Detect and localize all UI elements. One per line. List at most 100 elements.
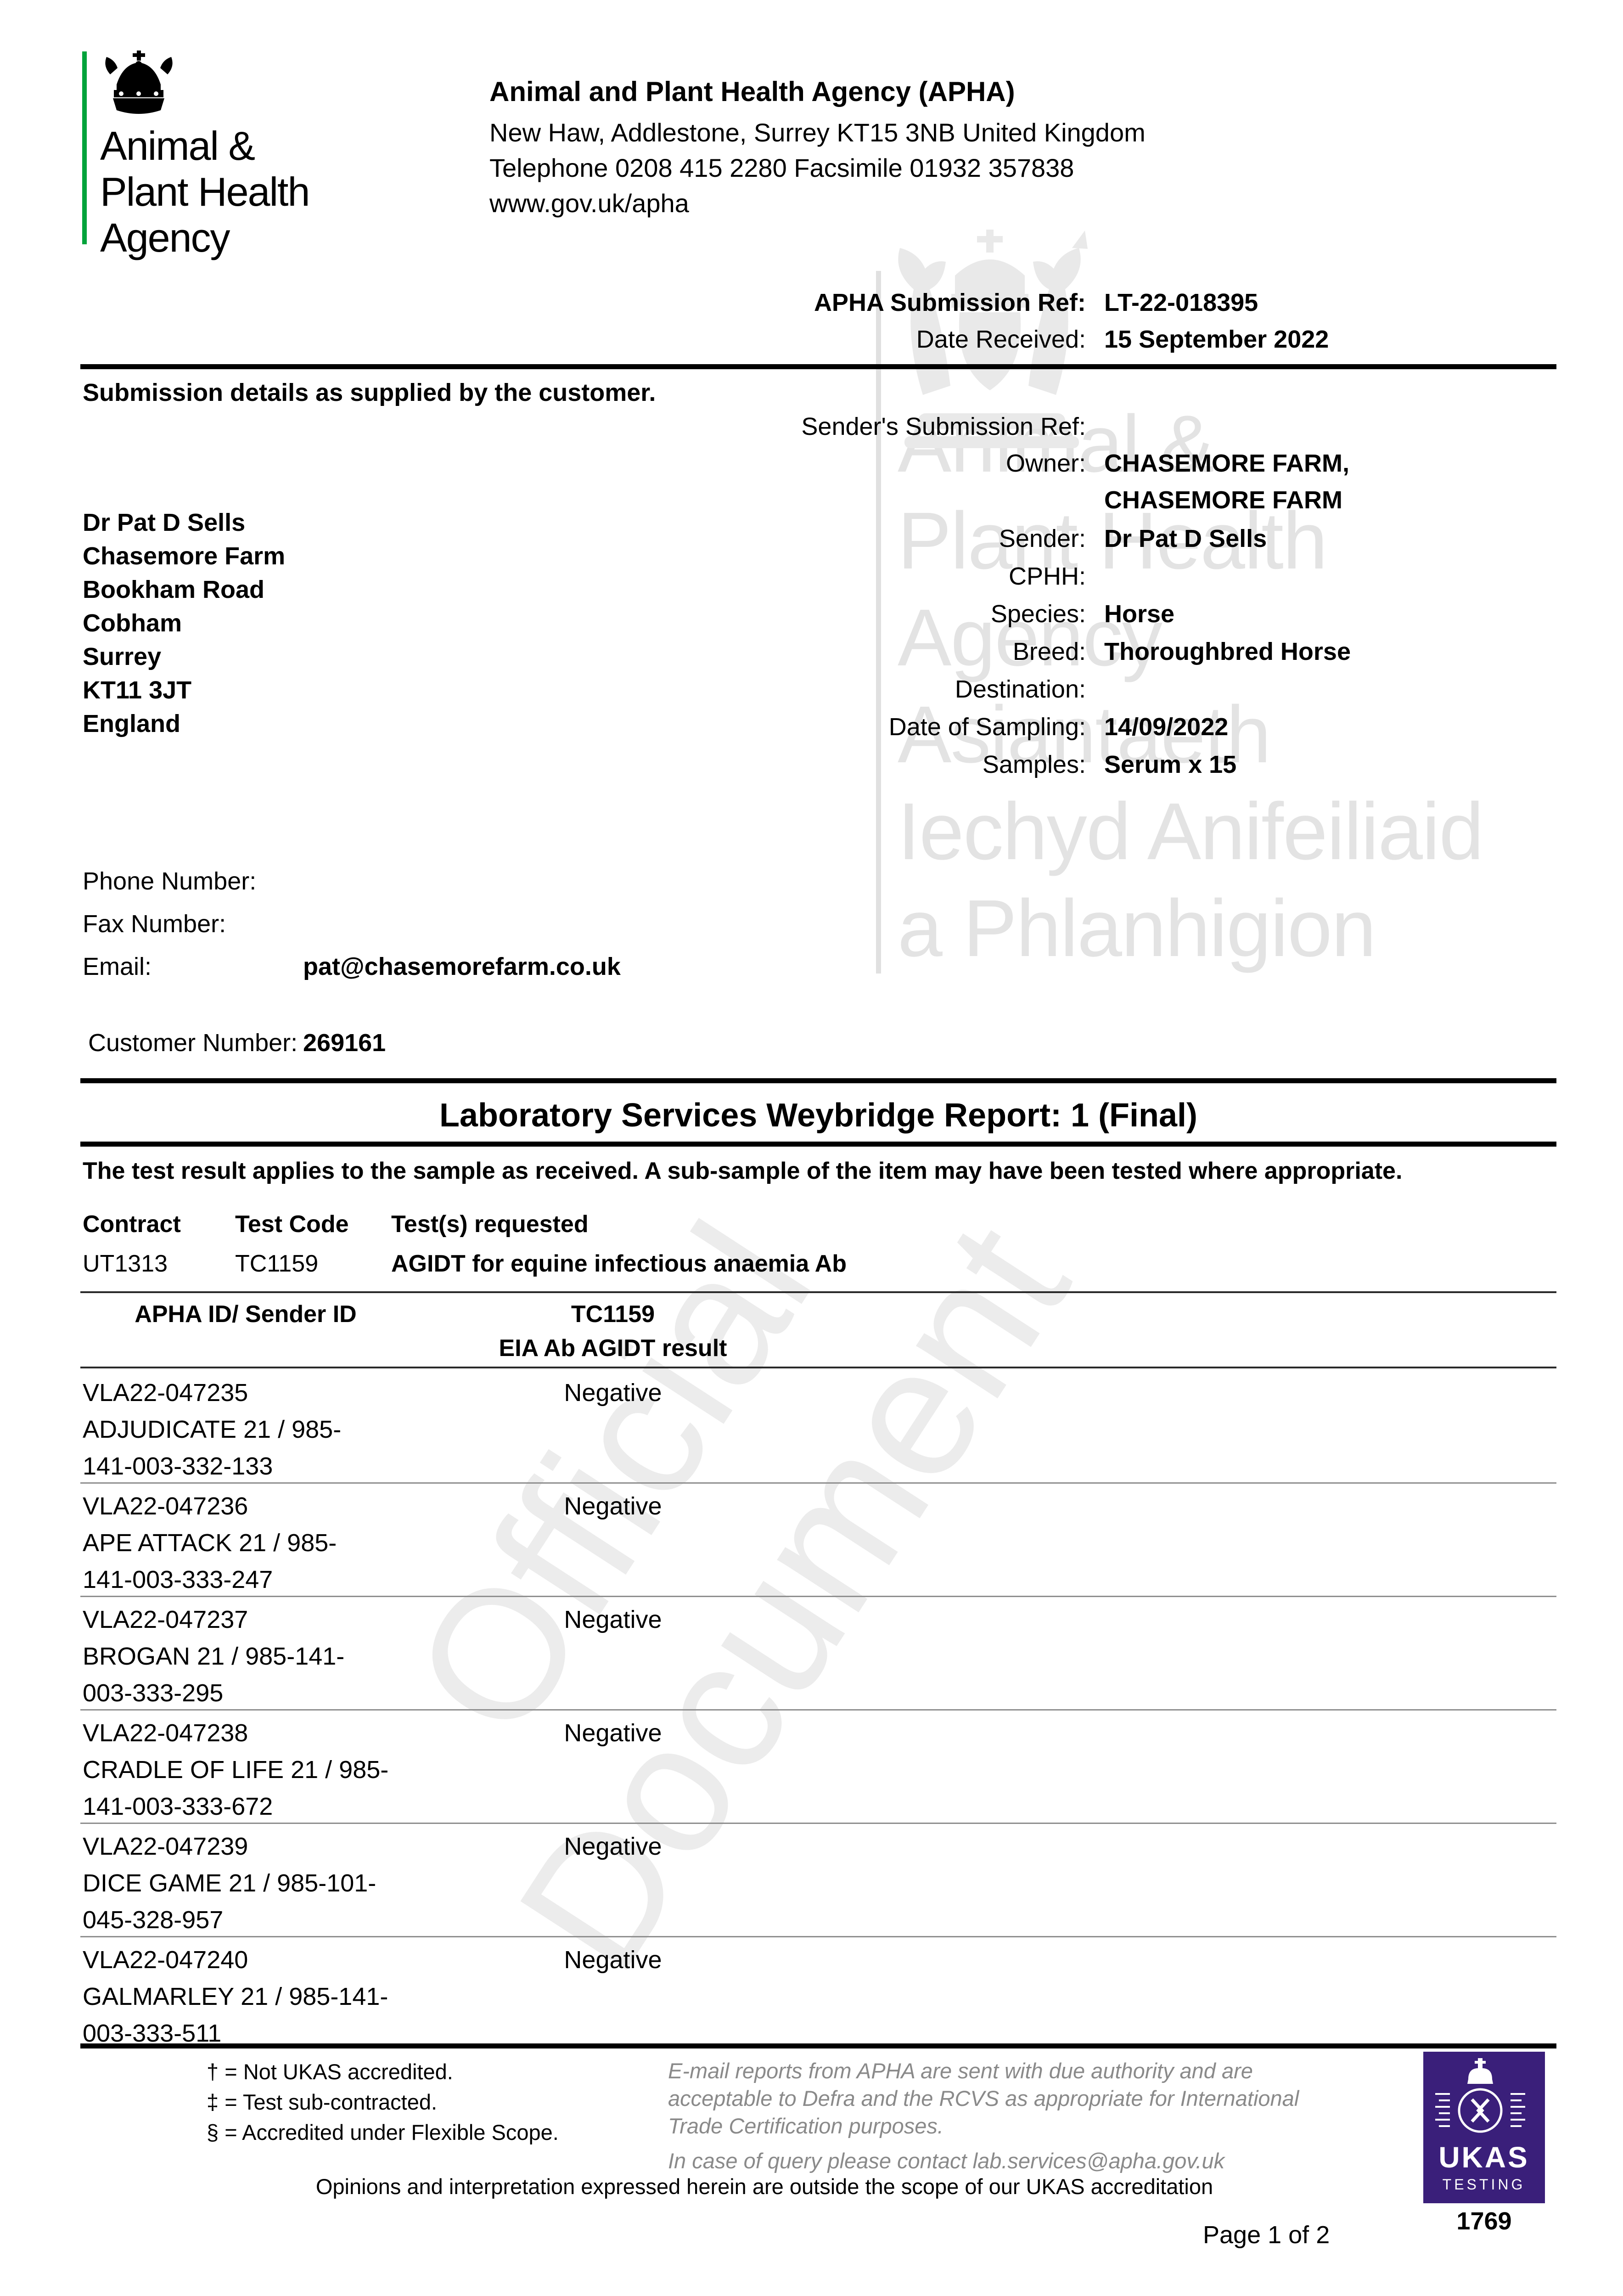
email-label: Email: [83,953,152,980]
table-row: VLA22-047238 Negative CRADLE OF LIFE 21 … [80,1711,1556,1824]
field-value-owner: CHASEMORE FARM, [1104,450,1350,477]
page-indicator: Page 1 of 2 [1203,2221,1330,2249]
watermark-line: Plant Health [898,496,1328,586]
watermark-line: Iechyd Anifeiliaid [898,787,1484,877]
testcode-col-header: Test Code [235,1211,349,1238]
animal-id-line: APE ATTACK 21 / 985- [83,1529,337,1557]
opinions-disclaimer: Opinions and interpretation expressed he… [315,2174,1213,2199]
email-value: pat@chasemorefarm.co.uk [303,953,621,980]
animal-id-line: 141-003-333-672 [83,1793,273,1820]
ukas-name: UKAS [1438,2141,1529,2174]
address-line: Chasemore Farm [83,542,286,570]
contract-value: UT1313 [83,1250,168,1277]
ukas-accreditation-number: 1769 [1456,2207,1512,2235]
table-row: VLA22-047239 Negative DICE GAME 21 / 985… [80,1824,1556,1937]
title-rule-top [80,1078,1556,1083]
agency-address: New Haw, Addlestone, Surrey KT15 3NB Uni… [489,118,1146,147]
results-col2-header-line2: EIA Ab AGIDT result [499,1335,727,1362]
field-label-senders-ref: Sender's Submission Ref: [801,413,1086,440]
footer-rule [80,2043,1556,2048]
legend-subcontracted: ‡ = Test sub-contracted. [207,2090,438,2114]
animal-id-line: 003-333-295 [83,1679,224,1707]
watermark-line: Agency [898,593,1162,683]
table-row: VLA22-047236 Negative APE ATTACK 21 / 98… [80,1484,1556,1597]
field-value-species: Horse [1104,600,1175,628]
field-label-species: Species: [990,600,1086,628]
animal-id-line: BROGAN 21 / 985-141- [83,1643,345,1670]
field-label-cphh: CPHH: [1008,563,1086,590]
animal-id-line: 045-328-957 [83,1906,224,1934]
result-scope-note: The test result applies to the sample as… [83,1158,1403,1184]
results-col2-header-line1: TC1159 [571,1301,655,1328]
ukas-type: TESTING [1443,2176,1526,2193]
phone-label: Phone Number: [83,867,257,895]
address-line: Surrey [83,643,162,670]
field-value-breed: Thoroughbred Horse [1104,638,1351,665]
animal-id-line: GALMARLEY 21 / 985-141- [83,1983,388,2010]
legend-not-ukas: † = Not UKAS accredited. [207,2060,453,2084]
animal-id-line: 141-003-333-247 [83,1566,273,1593]
results-table-header: APHA ID/ Sender ID TC1159 EIA Ab AGIDT r… [80,1291,1556,1368]
field-label-destination: Destination: [955,675,1086,703]
fax-label: Fax Number: [83,910,226,938]
title-rule-bottom [80,1142,1556,1147]
customer-address-block: Dr Pat D Sells Chasemore Farm Bookham Ro… [83,506,285,741]
royal-arms-ghost-watermark [898,230,1088,448]
address-line: KT11 3JT [83,676,192,704]
field-label-sampling-date: Date of Sampling: [888,713,1086,741]
legend-flexible-scope: § = Accredited under Flexible Scope. [207,2120,559,2144]
ukas-testing-logo: UKAS TESTING [1423,2052,1545,2203]
query-contact-notice: In case of query please contact lab.serv… [668,2149,1225,2173]
address-line: Dr Pat D Sells [83,509,246,536]
sample-id: VLA22-047238 [83,1719,248,1747]
customer-number-value: 269161 [303,1029,386,1057]
brand-line: Agency [100,215,230,260]
test-result: Negative [564,1492,662,1520]
royal-crest-icon [105,51,173,114]
email-authority-notice: E-mail reports from APHA are sent with d… [668,2059,1299,2138]
test-result: Negative [564,1606,662,1633]
report-title: Laboratory Services Weybridge Report: 1 … [439,1097,1198,1134]
test-result: Negative [564,1379,662,1407]
field-label-owner: Owner: [1005,450,1086,477]
address-line: England [83,710,180,737]
submission-ref-label: APHA Submission Ref: [814,289,1086,316]
submission-ref-value: LT-22-018395 [1104,289,1258,316]
watermark-agency-text: Animal & Plant Health Agency Asiantaeth … [898,396,1484,977]
field-label-sender: Sender: [999,525,1086,552]
date-received-value: 15 September 2022 [1104,326,1329,353]
section-divider [80,364,1556,369]
submission-details-heading: Submission details as supplied by the cu… [83,379,656,406]
date-received-label: Date Received: [916,326,1086,353]
field-label-samples: Samples: [982,751,1086,778]
table-row: VLA22-047237 Negative BROGAN 21 / 985-14… [80,1597,1556,1711]
test-result: Negative [564,1833,662,1860]
address-line: Bookham Road [83,576,265,603]
testcode-value: TC1159 [235,1250,319,1277]
watermark-divider-bar [876,271,881,974]
table-row: VLA22-047235 Negative ADJUDICATE 21 / 98… [80,1370,1556,1484]
sample-id: VLA22-047235 [83,1379,248,1407]
results-table: VLA22-047235 Negative ADJUDICATE 21 / 98… [80,1370,1556,2049]
watermark-line: Asiantaeth [898,690,1271,780]
field-value-samples: Serum x 15 [1104,751,1237,778]
tests-requested-col-header: Test(s) requested [391,1211,589,1238]
sample-id: VLA22-047239 [83,1833,248,1860]
watermark-line: a Phlanhigion [898,884,1376,974]
agency-phone: Telephone 0208 415 2280 Facsimile 01932 … [489,153,1074,182]
test-result: Negative [564,1719,662,1747]
sample-id: VLA22-047236 [83,1492,248,1520]
brand-line: Plant Health [100,169,310,214]
field-label-breed: Breed: [1012,638,1086,665]
results-col1-header: APHA ID/ Sender ID [135,1301,357,1328]
animal-id-line: 141-003-332-133 [83,1452,273,1480]
animal-id-line: ADJUDICATE 21 / 985- [83,1416,342,1443]
contract-col-header: Contract [83,1211,181,1238]
ukas-logo-icon: UKAS TESTING [1423,2052,1545,2203]
sample-id: VLA22-047240 [83,1946,248,1974]
brand-green-bar [82,51,87,244]
table-row: VLA22-047240 Negative GALMARLEY 21 / 985… [80,1937,1556,2049]
sample-id: VLA22-047237 [83,1606,248,1633]
brand-line: Animal & [100,123,255,169]
